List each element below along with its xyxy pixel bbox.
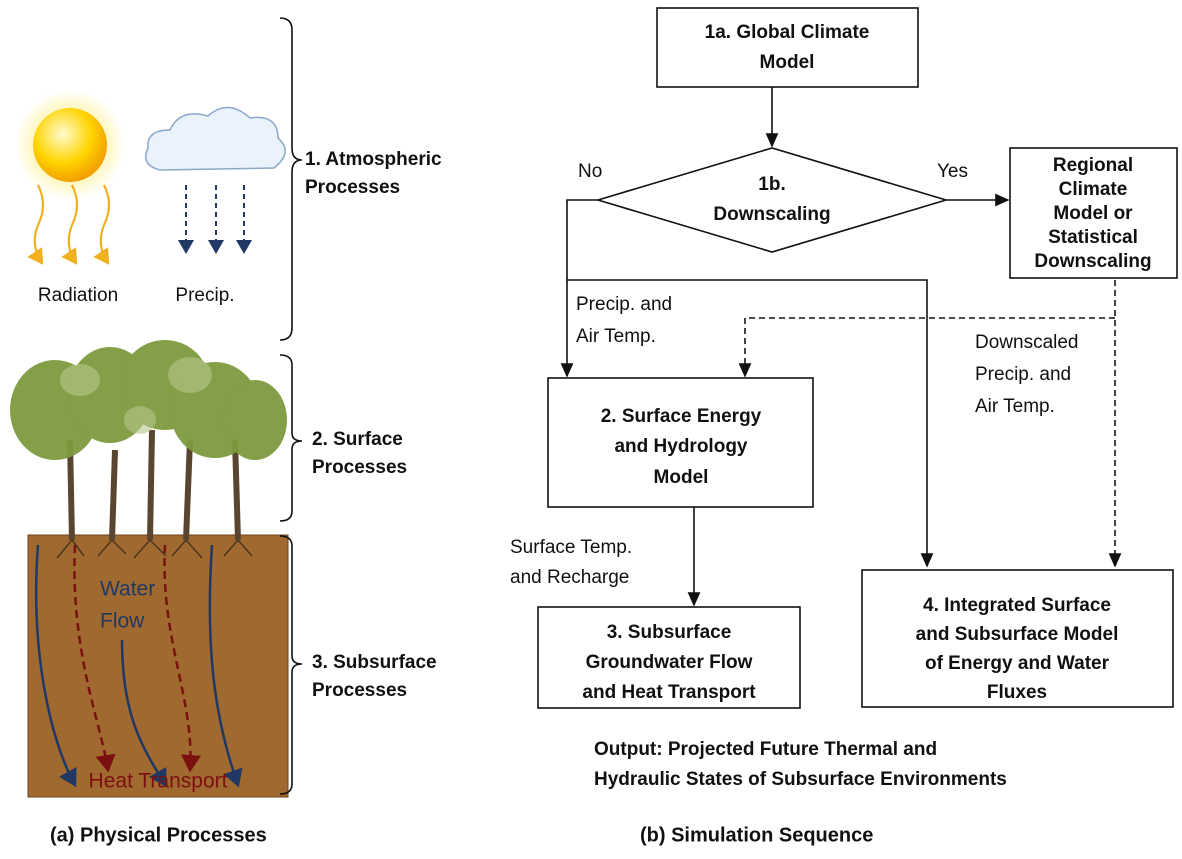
label: Flow [100,610,145,633]
node-labels: 1a. Global Climate Model 1b. Downscaling… [582,22,1151,703]
node-label: Statistical [1048,227,1138,248]
edge-label: and Recharge [510,567,629,588]
node-label: of Energy and Water [925,653,1110,674]
node-label: 4. Integrated Surface [923,595,1111,616]
node-label: 1a. Global Climate [705,22,870,43]
edges [560,87,1122,607]
node-label: and Heat Transport [582,682,756,703]
edge-label: Downscaled [975,332,1079,353]
panel-b: 1a. Global Climate Model 1b. Downscaling… [510,7,1178,846]
node-label: Downscaling [1034,251,1151,272]
node-box [547,377,814,508]
flow-arrows [35,544,243,788]
radiation-arrows [27,184,111,265]
edge-label: Yes [937,161,968,182]
node-label: and Hydrology [614,436,747,457]
caption: (b) Simulation Sequence [640,824,873,846]
panel-a: Radiation Precip. Water Flow Heat Transp… [10,17,442,846]
node-label: Downscaling [713,204,830,225]
bracket-label: Processes [312,680,407,701]
edge-label: Precip. and [975,364,1071,385]
node-label: Regional [1053,155,1133,176]
edge-label: Precip. and [576,294,672,315]
node-label: Model [654,467,709,488]
trees [10,340,287,559]
node-box [537,606,801,709]
cloud [145,106,286,171]
output-text: Output: Projected Future Thermal and [594,739,937,760]
node-diamond [595,147,949,253]
edge-label: Air Temp. [975,396,1055,417]
output-text: Hydraulic States of Subsurface Environme… [594,769,1007,790]
soil [27,534,289,798]
node-label: 1b. [758,174,785,195]
label: Radiation [38,285,118,306]
bracket-label: Processes [305,177,400,198]
edge-label: No [578,161,602,182]
label: Water [100,578,155,601]
sun [33,108,107,182]
node-box [656,7,919,88]
node-box [861,569,1174,708]
precip-arrows [178,185,252,254]
edge-label: Air Temp. [576,326,656,347]
caption: (a) Physical Processes [50,824,267,846]
bracket-label: 2. Surface [312,429,403,450]
bracket-label: 1. Atmospheric [305,149,442,170]
node-label: Model [760,52,815,73]
node-label: Groundwater Flow [586,652,753,673]
edge-label: Surface Temp. [510,537,632,558]
node-box [1009,147,1178,279]
node-label: 2. Surface Energy [601,406,762,427]
node-label: and Subsurface Model [916,624,1119,645]
node-label: 3. Subsurface [607,622,732,643]
bracket-label: Processes [312,457,407,478]
node-label: Fluxes [987,682,1047,703]
node-label: Climate [1059,179,1128,200]
brackets [279,17,303,795]
label: Heat Transport [89,770,228,793]
bracket-label: 3. Subsurface [312,652,437,673]
node-label: Model or [1053,203,1133,224]
label: Precip. [175,285,234,306]
